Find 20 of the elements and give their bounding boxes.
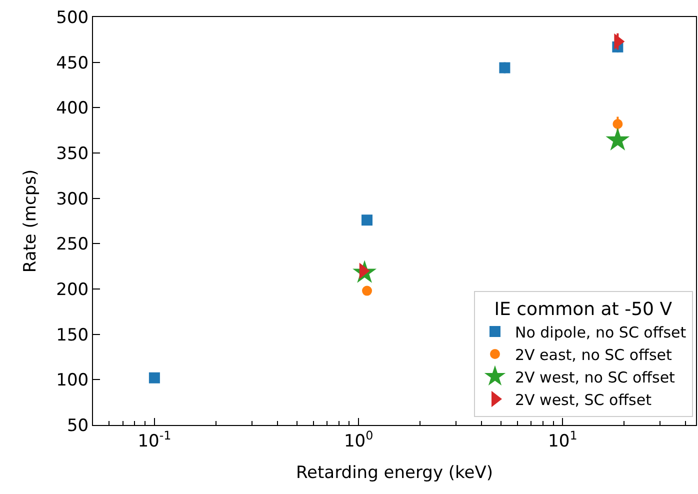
x-tick-label: 10$^{0}$	[344, 428, 374, 452]
y-tick-label: 350	[56, 144, 89, 164]
x-tick-label: 10$^{1}$	[548, 428, 578, 452]
y-tick-label: 50	[66, 416, 89, 436]
legend-label: No dipole, no SC offset	[514, 323, 686, 342]
y-tick-label: 200	[56, 280, 89, 300]
x-tick-label: 10$^{-1}$	[138, 428, 172, 452]
y-tick-label: 300	[56, 189, 89, 210]
y-axis-title: Rate (mcps)	[20, 169, 41, 273]
legend-title: IE common at -50 V	[494, 299, 673, 320]
legend-label: 2V east, no SC offset	[514, 346, 672, 364]
legend-label: 2V west, SC offset	[514, 390, 652, 409]
legend-label: 2V west, no SC offset	[514, 368, 676, 386]
y-tick-label: 500	[56, 8, 89, 28]
y-tick-label: 100	[56, 370, 89, 391]
y-tick-label: 250	[56, 234, 89, 255]
x-axis-title: Retarding energy (keV)	[296, 462, 493, 483]
y-tick-label: 400	[56, 98, 89, 119]
y-tick-label: 450	[56, 53, 89, 74]
y-tick-label: 150	[56, 325, 89, 346]
